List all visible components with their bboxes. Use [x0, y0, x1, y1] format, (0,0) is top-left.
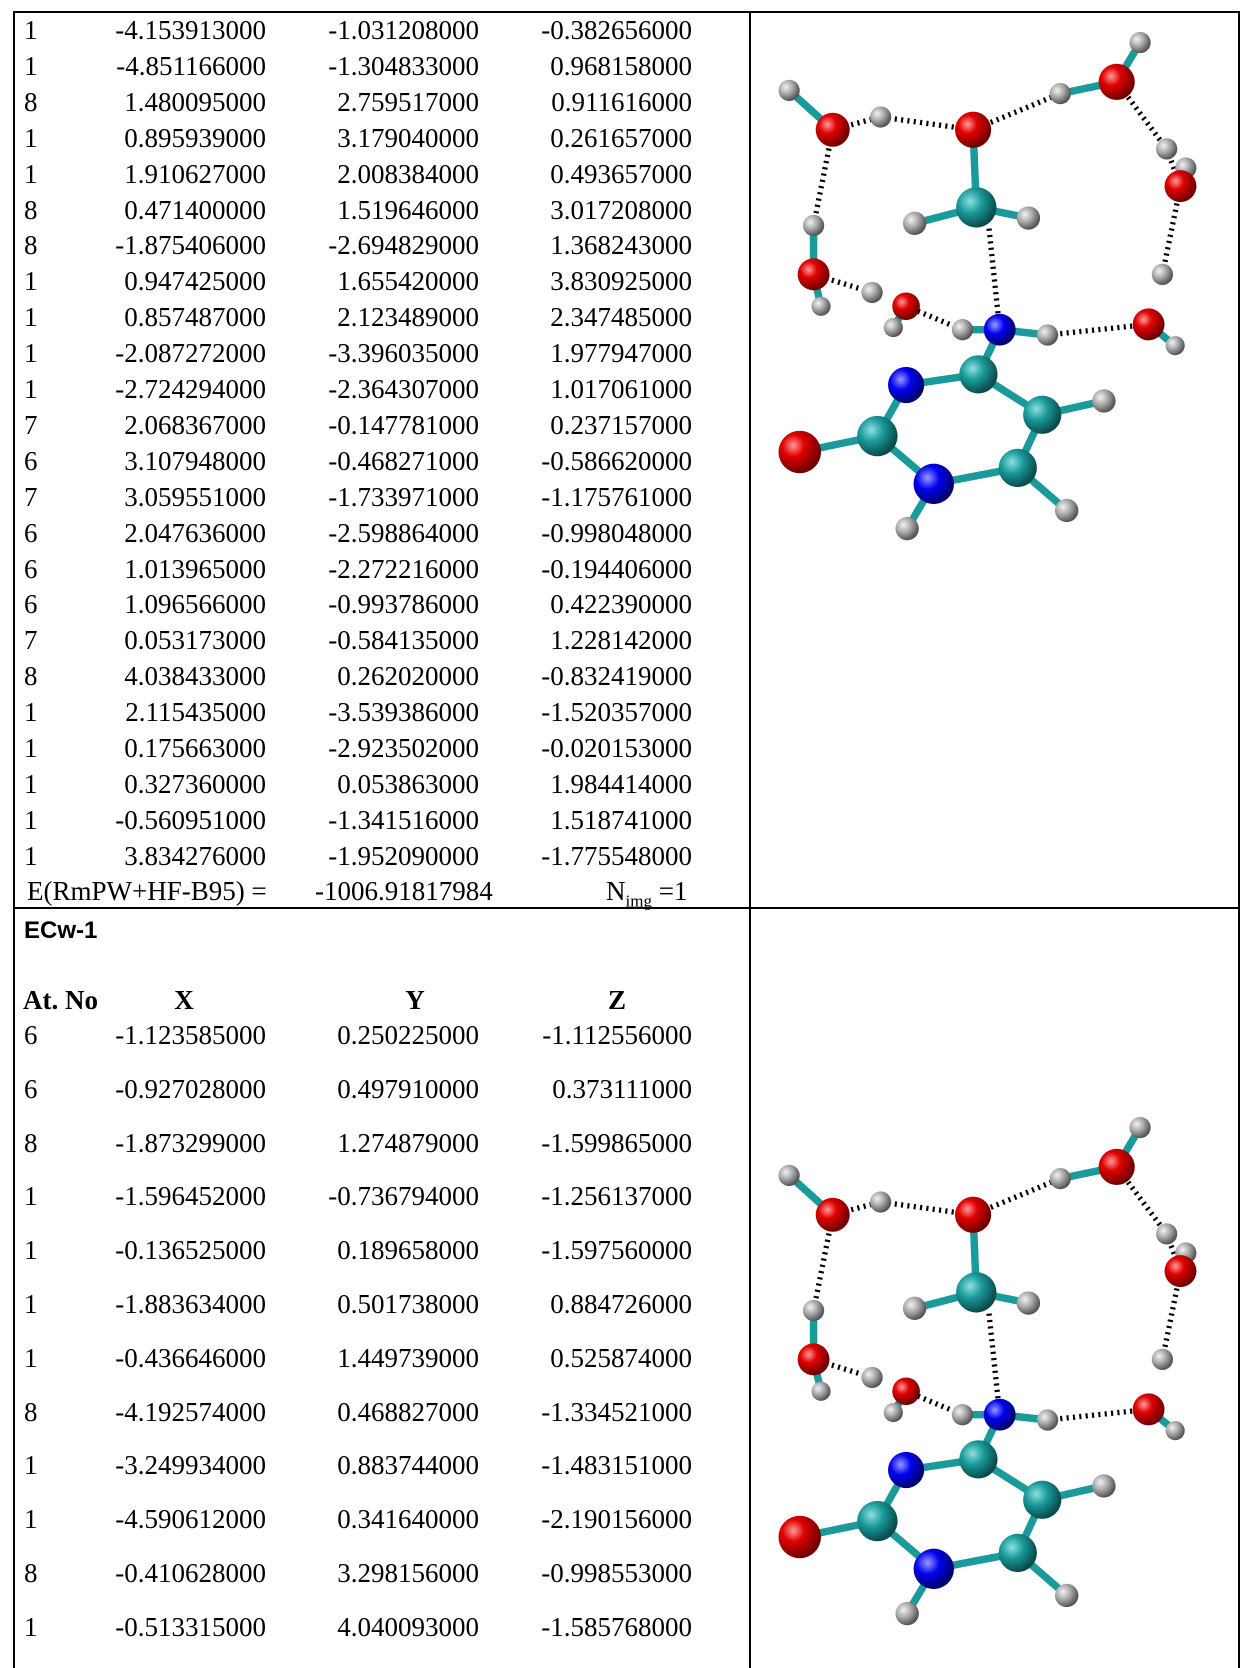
molecule [778, 1117, 1196, 1625]
page: 1-4.153913000-1.031208000-0.3826560001-4… [0, 0, 1240, 1668]
molecule-figures [0, 0, 1240, 1668]
molecule [778, 32, 1196, 540]
